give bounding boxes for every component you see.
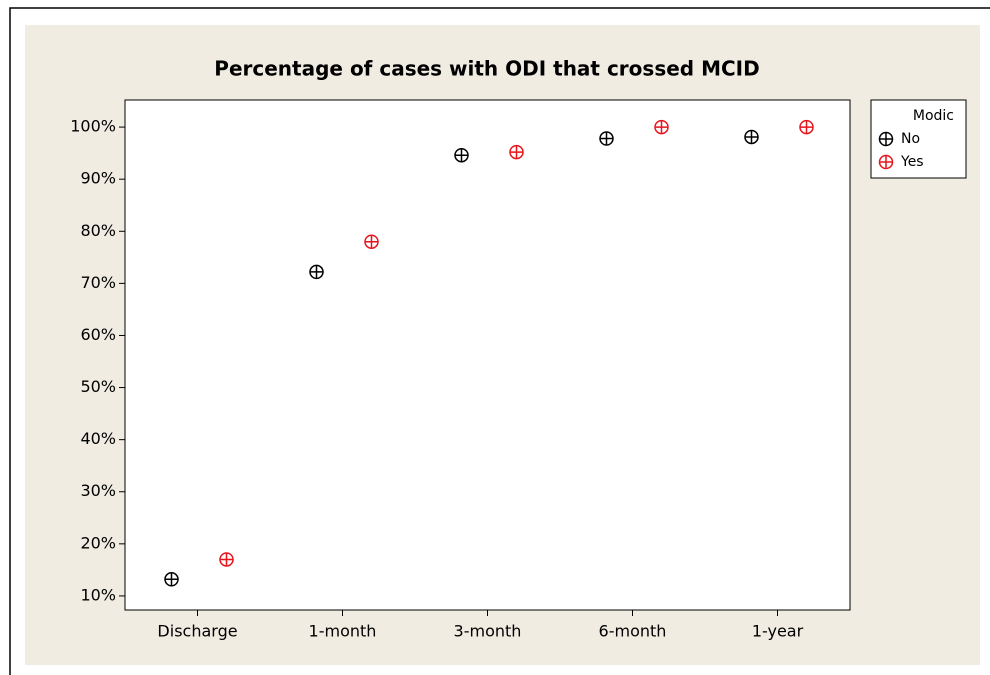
y-tick-label: 20%: [80, 533, 116, 552]
point: [878, 131, 894, 147]
point: [599, 131, 614, 146]
x-tick-label: 6-month: [599, 622, 667, 641]
point: [219, 552, 234, 567]
point-cross: [455, 148, 468, 162]
x-tick-label: 1-month: [309, 622, 377, 641]
point: [309, 264, 324, 280]
point: [744, 129, 759, 145]
y-tick-label: 50%: [80, 377, 116, 396]
chart-title: Percentage of cases with ODI that crosse…: [214, 57, 759, 81]
y-tick-label: 100%: [70, 117, 116, 136]
y-tick-label: 30%: [80, 481, 116, 500]
point-cross: [879, 132, 893, 146]
point-cross: [310, 265, 323, 279]
point: [509, 144, 524, 160]
point: [364, 234, 379, 249]
x-tick-label: 1-year: [752, 622, 804, 641]
point-cross: [800, 120, 813, 134]
legend-box: [870, 99, 967, 179]
point: [164, 572, 179, 587]
y-tick-label: 90%: [80, 169, 116, 188]
legend-label: No: [901, 131, 920, 147]
frame: [9, 7, 990, 675]
plot-area: [124, 99, 851, 611]
point-cross: [220, 552, 233, 566]
point: [799, 119, 814, 135]
y-tick-label: 40%: [80, 429, 116, 448]
legend-label: Yes: [900, 154, 924, 170]
point: [654, 119, 669, 135]
y-tick-label: 10%: [80, 585, 116, 604]
point-cross: [600, 132, 613, 146]
point: [454, 147, 469, 163]
point-cross: [655, 120, 668, 134]
point-cross: [510, 145, 523, 159]
x-tick-label: 3-month: [454, 622, 522, 641]
legend-title: Modic: [913, 108, 954, 124]
point-cross: [165, 572, 178, 586]
y-tick-label: 80%: [80, 221, 116, 240]
point-cross: [365, 235, 378, 249]
y-tick-label: 70%: [80, 273, 116, 292]
y-tick-label: 60%: [80, 325, 116, 344]
point-cross: [879, 155, 893, 169]
point-cross: [745, 130, 758, 144]
point: [878, 154, 894, 170]
x-tick-label: Discharge: [157, 622, 237, 641]
